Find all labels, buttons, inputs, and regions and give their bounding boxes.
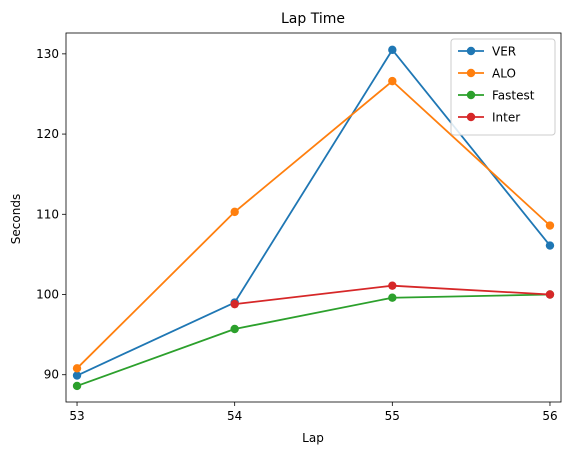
x-tick-label: 54 [227,409,242,423]
data-point-inter [545,290,555,299]
legend-marker-fastest [466,90,476,100]
y-tick-label: 130 [36,47,59,61]
y-tick-label: 90 [44,368,59,382]
legend-label-alo: ALO [492,67,516,81]
data-point-ver [545,241,555,250]
legend-label-fastest: Fastest [492,89,535,103]
x-tick-label: 55 [385,409,400,423]
x-tick-label: 53 [69,409,84,423]
y-tick-label: 110 [36,207,59,221]
legend-box [450,38,556,136]
axes-frame [65,32,562,403]
legend-marker-alo [466,68,476,78]
plot-area: 53 54 55 56 90 100 110 120 130 [36,32,562,423]
y-tick-label: 100 [36,288,59,302]
x-axis-label: Lap [302,431,324,445]
legend-label-ver: VER [492,45,516,59]
data-point-fastest [388,293,397,302]
x-tick-label: 56 [542,409,557,423]
data-point-alo [230,207,239,217]
series-line-ver [76,48,551,377]
data-point-inter [230,299,239,309]
data-point-alo [545,221,555,230]
data-point-alo [388,76,397,86]
data-point-fastest [72,381,82,391]
legend-marker-inter [466,112,476,122]
y-axis-label: Seconds [9,194,23,244]
legend-label-inter: Inter [492,111,520,125]
data-point-fastest [230,324,239,334]
chart-title: Lap Time [281,11,345,27]
legend-marker-ver [466,46,476,56]
data-point-inter [388,281,397,290]
data-point-ver [388,45,397,55]
data-point-ver [72,371,82,380]
y-tick-label: 120 [36,127,59,141]
series-line-fastest [76,293,550,387]
legend: VER ALO Fastest Inter [450,38,556,136]
series-line-alo [76,80,551,369]
data-point-alo [72,364,82,373]
